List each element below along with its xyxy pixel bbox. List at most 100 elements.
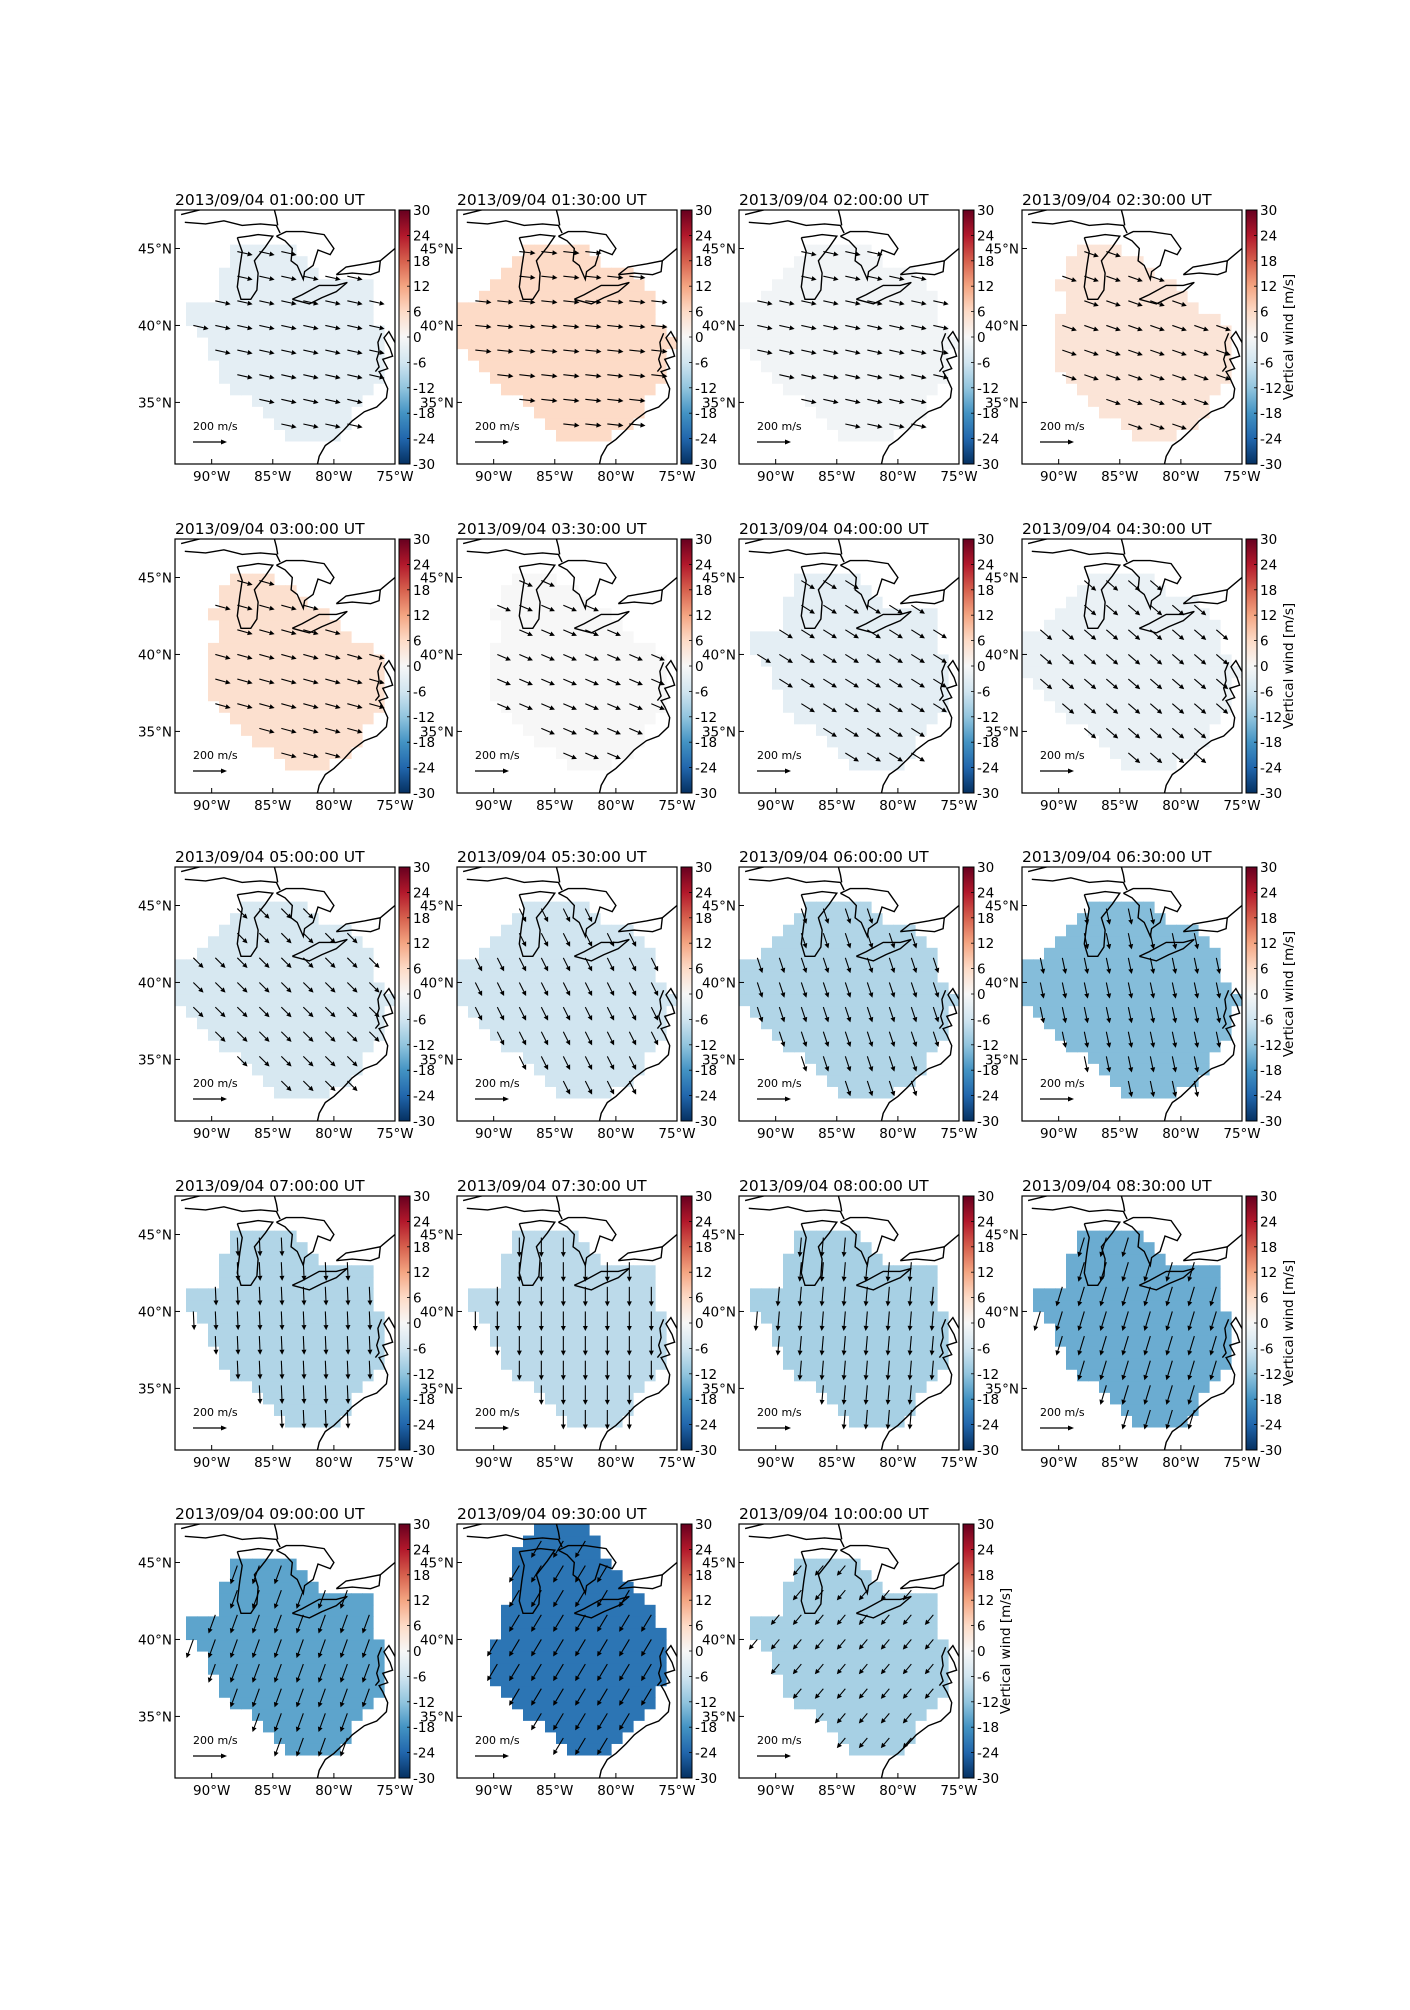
wind-cell — [1077, 279, 1089, 292]
wind-cell — [633, 1017, 645, 1030]
wind-cell — [556, 901, 568, 914]
wind-cell — [1154, 290, 1166, 303]
wind-cell — [1198, 1288, 1210, 1301]
wind-cell — [307, 1369, 319, 1382]
colorbar-tick-label: -24 — [977, 1418, 999, 1434]
wind-cell — [893, 619, 905, 632]
panel-title: 2013/09/04 01:00:00 UT — [175, 191, 365, 209]
wind-vector — [345, 1311, 351, 1331]
wind-cell — [827, 1242, 839, 1255]
wind-cell — [838, 348, 850, 361]
wind-cell — [1121, 256, 1133, 269]
wind-cell — [860, 746, 872, 759]
wind-cell — [252, 1299, 264, 1313]
wind-cell — [567, 360, 579, 373]
wind-cell — [644, 712, 656, 725]
wind-cell — [1154, 1051, 1166, 1064]
wind-cell — [1132, 1086, 1144, 1099]
wind-cell — [805, 642, 817, 656]
wind-cell — [1154, 325, 1166, 338]
wind-cell — [1121, 746, 1133, 759]
wind-cell — [285, 337, 297, 350]
wind-cell — [871, 1288, 883, 1301]
wind-cell — [318, 1074, 330, 1087]
wind-cell — [849, 619, 861, 632]
wind-cell — [468, 994, 480, 1007]
colorbar-tick-label: -24 — [695, 1089, 717, 1105]
wind-vector — [801, 251, 817, 257]
wind-cell — [351, 1639, 363, 1652]
wind-cell — [827, 573, 839, 586]
wind-vector — [753, 1311, 759, 1332]
wind-cell — [534, 1334, 546, 1347]
wind-vector — [325, 374, 341, 380]
wind-cell — [622, 677, 634, 690]
wind-cell — [241, 596, 253, 609]
wind-cell — [882, 924, 894, 937]
wind-cell — [219, 982, 231, 995]
wind-cell — [655, 1323, 667, 1336]
wind-cell — [534, 244, 546, 257]
wind-vector — [1193, 727, 1207, 739]
wind-cell — [1077, 325, 1089, 338]
wind-cell — [805, 371, 817, 384]
wind-cell — [1176, 619, 1188, 632]
wind-cell — [567, 1288, 579, 1301]
lat-tick-label: 35°N — [420, 724, 454, 740]
wind-cell — [285, 1639, 297, 1652]
wind-cell — [567, 1323, 579, 1336]
coastline — [661, 576, 677, 591]
lon-tick-label: 80°W — [315, 1126, 352, 1142]
wind-cell — [633, 982, 645, 995]
wind-cell — [1099, 585, 1111, 598]
wind-cell — [622, 994, 634, 1007]
wind-cell — [904, 1380, 916, 1393]
lon-tick-label: 75°W — [940, 1455, 977, 1471]
wind-cell — [219, 959, 231, 972]
wind-cell — [340, 654, 352, 667]
wind-cell — [783, 924, 795, 937]
wind-cell — [915, 1346, 927, 1359]
wind-cell — [1110, 1311, 1122, 1324]
panel-title: 2013/09/04 04:30:00 UT — [1022, 520, 1212, 538]
wind-cell — [208, 677, 220, 690]
wind-cell — [1110, 1346, 1122, 1359]
wind-cell — [230, 360, 242, 373]
wind-cell — [567, 666, 579, 679]
wind-vector — [519, 580, 533, 587]
wind-cell — [351, 1380, 363, 1393]
wind-vector — [889, 423, 905, 429]
wind-vector — [1171, 982, 1178, 999]
wind-cell — [340, 1697, 352, 1710]
wind-vector — [1150, 398, 1165, 406]
wind-cell — [1066, 1288, 1078, 1301]
wind-cell — [871, 267, 883, 280]
wind-cell — [589, 1392, 601, 1405]
wind-cell — [296, 256, 308, 269]
wind-cell — [1132, 1074, 1144, 1087]
wind-cell — [761, 947, 773, 960]
wind-vector — [560, 1237, 566, 1258]
wind-cell — [340, 1311, 352, 1324]
wind-cell — [362, 1276, 374, 1289]
wind-cell — [655, 982, 667, 995]
wind-cell — [1165, 1074, 1177, 1087]
lon-tick-label: 90°W — [475, 469, 512, 485]
wind-cell — [1066, 1323, 1078, 1336]
colorbar-tick-label: -30 — [977, 1114, 999, 1130]
wind-vector — [907, 1360, 913, 1381]
wind-cell — [1132, 735, 1144, 748]
wind-cell — [241, 982, 253, 995]
wind-cell — [556, 290, 568, 303]
wind-cell — [1077, 959, 1089, 972]
wind-cell — [1121, 924, 1133, 937]
wind-cell — [838, 1403, 850, 1416]
wind-cell — [567, 383, 579, 396]
wind-cell — [274, 936, 286, 949]
wind-vector — [235, 1237, 241, 1257]
wind-cell — [241, 337, 253, 350]
wind-cell — [1044, 1017, 1056, 1030]
wind-vector — [236, 1006, 248, 1018]
